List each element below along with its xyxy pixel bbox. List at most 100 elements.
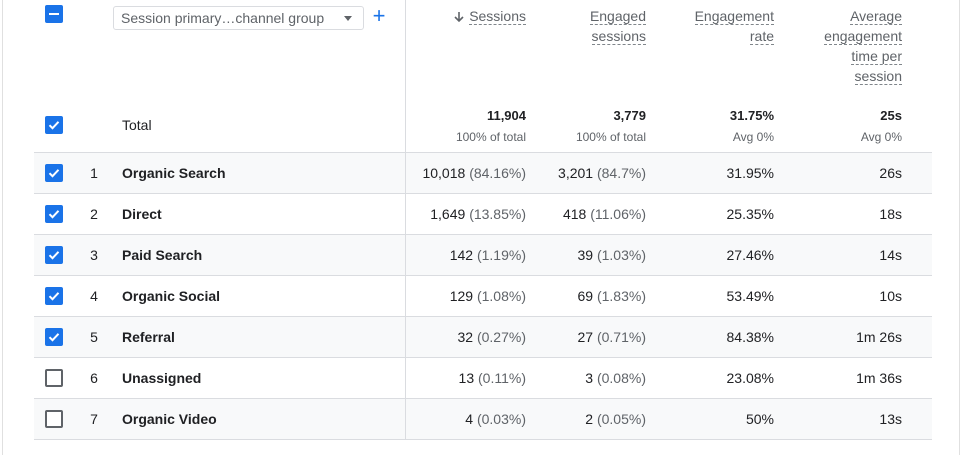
row-sessions: 142 (1.19%)	[450, 247, 526, 263]
sessions-value: 13	[458, 370, 475, 386]
column-divider	[405, 0, 406, 153]
column-header-label: Sessions	[469, 8, 526, 25]
sessions-value: 1,649	[430, 206, 466, 222]
row-avg-engagement-time: 14s	[879, 247, 902, 263]
column-divider	[405, 358, 406, 398]
sessions-percent: (0.03%)	[476, 411, 526, 427]
sessions-value: 129	[449, 288, 474, 304]
row-checkbox[interactable]	[45, 410, 63, 428]
total-sub: 100% of total	[575, 130, 646, 144]
row-sessions: 129 (1.08%)	[450, 288, 526, 304]
row-engagement-rate: 25.35%	[726, 206, 774, 222]
column-header-avg-engagement-time[interactable]: Average engagement time per session	[824, 6, 902, 86]
row-avg-engagement-time: 1m 36s	[856, 370, 902, 386]
row-channel-name: Paid Search	[122, 247, 203, 263]
row-sessions: 32 (0.27%)	[458, 329, 527, 345]
column-divider	[405, 194, 406, 234]
column-divider	[405, 153, 406, 193]
total-label: Total	[122, 117, 152, 133]
total-sessions: 11,904 100% of total	[456, 108, 526, 145]
column-header-label: session	[854, 68, 902, 85]
row-avg-engagement-time: 26s	[879, 165, 902, 181]
column-divider	[405, 235, 406, 275]
row-number: 1	[90, 165, 98, 181]
engaged-percent: (1.03%)	[596, 247, 646, 263]
row-number: 2	[90, 206, 98, 222]
row-number: 5	[90, 329, 98, 345]
column-header-label: rate	[749, 28, 774, 45]
caret-down-icon	[344, 15, 352, 21]
row-channel-name: Direct	[122, 206, 162, 222]
row-checkbox[interactable]	[45, 205, 63, 223]
row-engagement-rate: 53.49%	[726, 288, 774, 304]
total-sub: Avg 0%	[860, 130, 902, 144]
row-engagement-rate: 84.38%	[726, 329, 774, 345]
column-header-sessions[interactable]: Sessions	[453, 6, 526, 26]
row-channel-name: Organic Social	[122, 288, 221, 304]
column-divider	[405, 276, 406, 316]
row-engaged-sessions: 3 (0.08%)	[585, 370, 646, 386]
minus-icon	[49, 13, 59, 15]
engaged-value: 2	[585, 411, 594, 427]
add-dimension-button[interactable]: +	[372, 3, 386, 28]
table-row[interactable]: 1 Organic Search 10,018 (84.16%) 3,201 (…	[34, 153, 932, 194]
sessions-value: 10,018	[422, 165, 466, 181]
sessions-percent: (1.08%)	[476, 288, 526, 304]
dimension-select-label: Session primary…channel group	[121, 10, 325, 26]
column-divider	[405, 317, 406, 357]
engaged-percent: (0.05%)	[596, 411, 646, 427]
row-channel-name: Referral	[122, 329, 175, 345]
select-all-checkbox[interactable]	[45, 5, 63, 23]
check-icon	[48, 121, 60, 130]
column-header-label: Average	[850, 8, 902, 25]
row-engagement-rate: 50%	[745, 411, 774, 427]
row-engaged-sessions: 418 (11.06%)	[563, 206, 646, 222]
engaged-percent: (11.06%)	[590, 206, 646, 222]
total-sub: 100% of total	[455, 130, 526, 144]
total-checkbox[interactable]	[45, 116, 63, 134]
row-checkbox[interactable]	[45, 287, 63, 305]
sessions-percent: (13.85%)	[469, 206, 526, 222]
table-header: Session primary…channel group + Sessions…	[34, 0, 932, 153]
row-engagement-rate: 27.46%	[726, 247, 774, 263]
table-row[interactable]: 4 Organic Social 129 (1.08%) 69 (1.83%) …	[34, 276, 932, 317]
column-header-engagement-rate[interactable]: Engagement rate	[694, 6, 774, 46]
sort-down-arrow-icon	[454, 12, 464, 23]
row-avg-engagement-time: 18s	[879, 206, 902, 222]
left-border	[2, 0, 3, 455]
total-value: 25s	[880, 108, 902, 123]
check-icon	[48, 292, 60, 301]
table-row[interactable]: 3 Paid Search 142 (1.19%) 39 (1.03%) 27.…	[34, 235, 932, 276]
sessions-percent: (0.27%)	[476, 329, 526, 345]
sessions-value: 4	[465, 411, 474, 427]
column-header-label: engagement	[824, 28, 902, 45]
row-engagement-rate: 31.95%	[726, 165, 774, 181]
column-header-engaged-sessions[interactable]: Engaged sessions	[589, 6, 646, 46]
row-checkbox[interactable]	[45, 246, 63, 264]
row-checkbox[interactable]	[45, 369, 63, 387]
dimension-select[interactable]: Session primary…channel group	[113, 6, 364, 30]
row-sessions: 1,649 (13.85%)	[430, 206, 526, 222]
row-sessions: 10,018 (84.16%)	[422, 165, 526, 181]
table-row[interactable]: 2 Direct 1,649 (13.85%) 418 (11.06%) 25.…	[34, 194, 932, 235]
table-row[interactable]: 5 Referral 32 (0.27%) 27 (0.71%) 84.38% …	[34, 317, 932, 358]
total-value: 31.75%	[729, 108, 774, 123]
total-value: 11,904	[486, 108, 526, 123]
row-engaged-sessions: 39 (1.03%)	[578, 247, 647, 263]
column-header-label: sessions	[591, 28, 646, 45]
row-number: 3	[90, 247, 98, 263]
sessions-value: 32	[457, 329, 474, 345]
row-checkbox[interactable]	[45, 328, 63, 346]
row-avg-engagement-time: 10s	[879, 288, 902, 304]
report-table: Session primary…channel group + Sessions…	[34, 0, 932, 440]
row-avg-engagement-time: 13s	[879, 411, 902, 427]
check-icon	[48, 210, 60, 219]
row-checkbox[interactable]	[45, 164, 63, 182]
table-row[interactable]: 7 Organic Video 4 (0.03%) 2 (0.05%) 50% …	[34, 399, 932, 440]
engaged-value: 27	[577, 329, 594, 345]
engaged-value: 3,201	[558, 165, 594, 181]
table-row[interactable]: 6 Unassigned 13 (0.11%) 3 (0.08%) 23.08%…	[34, 358, 932, 399]
sessions-percent: (84.16%)	[469, 165, 526, 181]
sessions-percent: (0.11%)	[478, 370, 526, 386]
row-channel-name: Organic Search	[122, 165, 226, 181]
